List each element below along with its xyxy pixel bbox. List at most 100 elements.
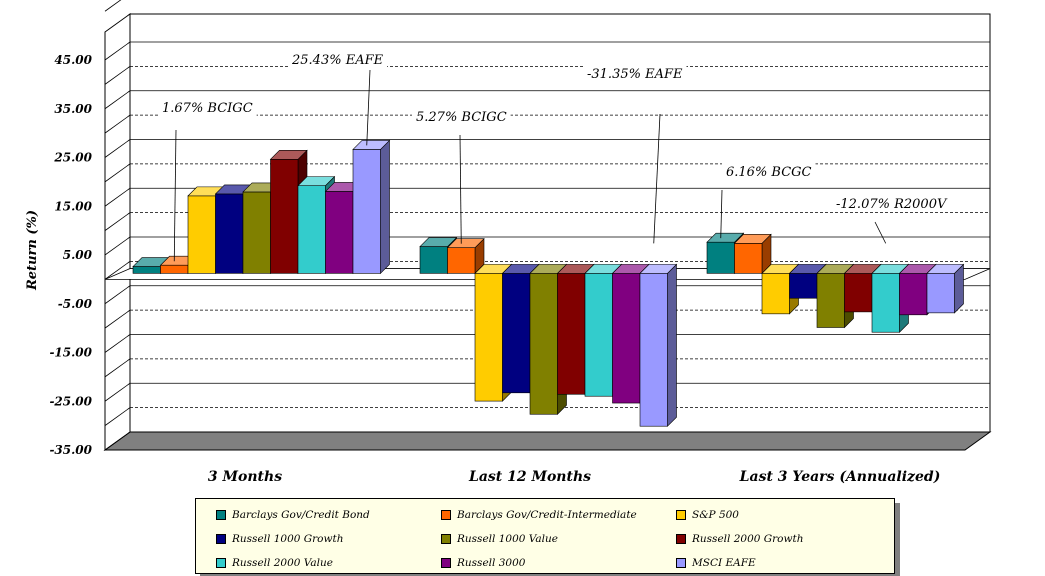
legend-label: Barclays Gov/Credit Bond	[232, 509, 370, 521]
x-category-label: 3 Months	[208, 469, 282, 485]
bar-front	[215, 193, 244, 274]
bar-top	[297, 176, 336, 186]
annotation-bg	[158, 98, 257, 116]
gridline-side	[104, 90, 131, 110]
bar-front	[612, 273, 641, 404]
legend-swatch	[216, 510, 226, 520]
chart-walls	[104, 13, 991, 451]
chart-floor	[103, 431, 992, 451]
bar-chart: 1.67% BCIGC 25.43% EAFE 5.27% BCIGC -31.35%…	[25, 0, 992, 485]
bar-top	[269, 150, 308, 160]
legend-label: MSCI EAFE	[692, 557, 756, 569]
bar-top	[926, 264, 965, 274]
legend-item: Barclays Gov/Credit Bond	[216, 503, 441, 527]
gridline-side	[104, 163, 131, 183]
bar-front	[242, 191, 271, 274]
x-category-label: Last 12 Months	[468, 469, 591, 485]
x-axis-categories: 3 Months Last 12 Months Last 3 Years (Annu…	[208, 469, 940, 485]
annotation-bg	[412, 107, 511, 125]
bar-front	[706, 241, 735, 274]
bar-front	[270, 159, 299, 274]
gridline-side	[104, 382, 131, 402]
gridline-side	[104, 0, 122, 12]
legend-label: Russell 2000 Growth	[692, 533, 804, 545]
bar-front	[502, 273, 531, 394]
bar-top	[352, 140, 391, 150]
legend-swatch	[216, 534, 226, 544]
annotation-bg	[288, 50, 388, 68]
legend-label: Russell 2000 Value	[232, 557, 333, 569]
y-tick-label: -25.00	[49, 394, 92, 408]
y-tick-label: 35.00	[54, 102, 92, 116]
legend-label: Russell 1000 Value	[457, 533, 558, 545]
annotation-label: -31.35% EAFE	[587, 67, 683, 82]
annotation-label: 25.43% EAFE	[291, 53, 384, 68]
bar-front	[557, 273, 586, 395]
legend-swatch	[441, 558, 451, 568]
bar	[352, 139, 391, 275]
annotation-leader	[653, 113, 661, 244]
gridline-side	[104, 139, 131, 158]
gridline-side	[104, 187, 131, 207]
bar-front	[419, 246, 448, 274]
bar-side	[380, 139, 390, 275]
bar-front	[899, 273, 928, 316]
bar	[733, 233, 772, 275]
y-tick-label: -35.00	[49, 443, 92, 457]
bar	[446, 237, 485, 275]
legend-item: Russell 2000 Growth	[676, 527, 906, 551]
legend-label: Barclays Gov/Credit-Intermediate	[457, 509, 637, 521]
bar-front	[926, 273, 955, 314]
bar-top	[706, 232, 745, 243]
gridline-side	[104, 114, 131, 134]
gridline-side	[104, 407, 131, 426]
gridline-side	[104, 66, 131, 85]
legend-item: Russell 1000 Growth	[216, 527, 441, 551]
gridline-side	[104, 236, 131, 256]
legend-label: Russell 3000	[457, 557, 526, 569]
bar	[926, 263, 965, 314]
bar-front	[352, 149, 381, 274]
bar	[269, 149, 308, 275]
bar-front	[132, 266, 161, 274]
annotation-label: 6.16% BCGC	[726, 165, 812, 180]
legend-item: Russell 2000 Value	[216, 551, 441, 575]
legend-label: Russell 1000 Growth	[232, 533, 344, 545]
gridline-side	[104, 309, 131, 329]
bar-front	[584, 273, 613, 397]
bar-top	[419, 237, 458, 247]
annotation-leader	[874, 221, 887, 244]
bar-front	[816, 273, 845, 328]
bar-front	[325, 191, 354, 274]
bar-front	[297, 185, 326, 274]
x-category-label: Last 3 Years (Annualized)	[739, 469, 941, 485]
bars	[132, 139, 965, 427]
bar-front	[474, 273, 503, 402]
bar-front	[871, 273, 900, 333]
bar-front	[187, 195, 216, 274]
gridline-side	[104, 41, 131, 61]
floor	[103, 431, 992, 451]
legend-swatch	[216, 558, 226, 568]
annotation-leader	[720, 189, 723, 239]
y-tick-label: -5.00	[58, 297, 93, 311]
bar-top	[639, 264, 678, 274]
legend-item: Barclays Gov/Credit-Intermediate	[441, 503, 676, 527]
bar-front	[639, 273, 668, 427]
y-tick-label: 5.00	[63, 248, 93, 262]
bar-front	[160, 264, 189, 274]
annotation-leader	[366, 69, 371, 146]
bar-front	[789, 273, 818, 299]
legend-swatch	[676, 510, 686, 520]
gridline-side	[104, 261, 131, 280]
legend-label: S&P 500	[692, 509, 739, 521]
bar-front	[529, 273, 558, 415]
side-wall	[104, 13, 131, 451]
gridline-side	[104, 285, 131, 305]
annotation-leader	[173, 129, 177, 262]
annotation-bg	[583, 64, 687, 82]
bar-front	[734, 243, 763, 274]
y-tick-label: 25.00	[53, 151, 92, 165]
legend-swatch	[441, 534, 451, 544]
annotation-label: -12.07% R2000V	[836, 197, 948, 212]
